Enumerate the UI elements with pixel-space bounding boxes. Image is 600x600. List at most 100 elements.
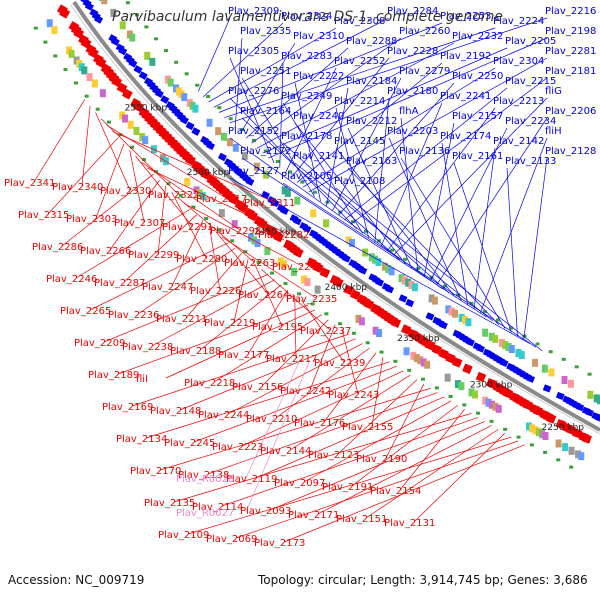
outer-marker [163,49,168,53]
outer-marker [144,25,149,29]
forward-leader-line [388,137,462,302]
reverse-gene-label: Plav_2211 [156,314,207,325]
outer-marker [495,318,500,322]
cog-block-inner [529,424,536,433]
inner-marker [141,158,146,162]
reverse-gene-arrow [185,154,196,166]
reverse-gene-label: Plav_2315 [18,210,69,221]
kbp-tick-label: 2350 kbp [397,334,440,344]
forward-leader-line [423,122,455,277]
cog-block-outer [458,313,465,322]
reverse-gene-arrow [273,231,284,243]
reverse-gene-arrow [390,317,402,328]
cog-block-inner [578,452,585,461]
reverse-gene-label: Plav_2173 [254,538,305,549]
forward-leader-line [506,167,518,337]
cog-block-inner [472,390,479,399]
forward-gene-arrow [128,59,138,68]
forward-gene-label: Plav_2142 [493,136,544,147]
reverse-leader-line [112,131,275,203]
reverse-leader-line [95,112,131,191]
inner-marker [421,377,426,381]
forward-gene-arrow [217,152,227,162]
cog-block-inner [68,49,75,58]
forward-gene-label: Plav_2180 [387,86,438,97]
forward-gene-label: Plav_2213 [493,96,544,107]
cog-block-inner [46,19,53,28]
reverse-gene-label: Plav_2341 [4,178,55,189]
forward-gene-label: Plav_2205 [505,36,556,47]
reverse-leader-line [294,294,297,359]
cog-block-outer [119,21,126,30]
forward-gene-arrow [466,338,475,347]
cog-block-outer [226,138,233,147]
forward-leader-line [213,17,390,108]
cog-block-inner [482,396,489,405]
cog-block-inner [304,278,311,287]
cog-block-inner [410,351,417,360]
forward-gene-label: Plav_2279 [399,66,450,77]
forward-gene-label: Plav_2228 [387,46,438,57]
reverse-gene-label: Plav_2154 [370,486,421,497]
reverse-gene-label: Plav_2303 [66,214,117,225]
cog-block-inner [81,66,88,75]
reverse-gene-label: Plav_2263 [224,258,275,269]
forward-leader-line [296,62,443,183]
forward-gene-arrow [594,413,600,422]
cog-block-inner [91,79,98,88]
forward-gene-arrow [575,403,585,412]
reverse-leader-line [283,444,525,543]
forward-gene-label: Plav_2222 [293,71,344,82]
reverse-gene-arrow [132,101,144,112]
forward-gene-label: Plav_2141 [293,151,344,162]
forward-gene-label: Plav_2133 [505,156,556,167]
reverse-gene-label: fliI [136,374,148,385]
kbp-tick-label: 2250 kbp [542,423,585,433]
cog-block-inner [291,267,298,276]
rna-gene-label: Plav_R0028 [176,474,234,485]
forward-gene-label: Plav_2105 [281,171,332,182]
forward-gene-arrow [555,391,565,401]
reverse-leader-line [100,118,179,195]
reverse-leader-line [151,279,275,347]
reverse-leader-line [95,143,125,219]
forward-gene-arrow [118,46,128,56]
forward-gene-label: Plav_2192 [440,51,491,62]
forward-gene-label: Plav_2212 [346,116,397,127]
forward-leader-line [302,67,496,188]
cog-block-outer [502,340,509,349]
cog-block-outer [221,132,228,141]
cog-block-outer [101,0,108,5]
forward-gene-arrow [191,127,201,136]
inner-marker [270,271,275,275]
reverse-gene-arrow [400,324,412,335]
forward-gene-label: Plav_2249 [281,91,332,102]
forward-leader-line [294,162,493,322]
forward-gene-label: Plav_2145 [334,136,385,147]
kbp-tick-label: 2450 kbp [254,228,297,238]
genome-backbone-shadow [69,3,600,435]
cog-block-outer [431,296,438,305]
inner-marker [516,435,521,439]
inner-marker [73,81,78,85]
reverse-leader-line [183,203,303,267]
reverse-leader-line [215,231,269,295]
reverse-gene-label: Plav_2155 [342,422,393,433]
outer-marker [251,138,256,142]
cog-block-inner [372,326,379,335]
reverse-gene-label: Plav_2114 [192,502,243,513]
reverse-leader-line [227,343,363,415]
cog-block-outer [381,262,388,271]
genome-title: Parvibaculum lavamentivorans DS-1, compl… [112,9,504,25]
outer-marker [561,357,566,361]
reverse-gene-label: Plav_2093 [240,506,291,517]
cog-block-inner [488,400,495,409]
forward-gene-arrow [499,358,509,367]
cog-block-inner [403,347,410,356]
outer-marker [548,350,553,354]
inner-marker [33,26,38,30]
cog-block-outer [515,348,522,357]
reverse-leader-line [309,324,336,391]
reverse-leader-line [135,155,193,227]
